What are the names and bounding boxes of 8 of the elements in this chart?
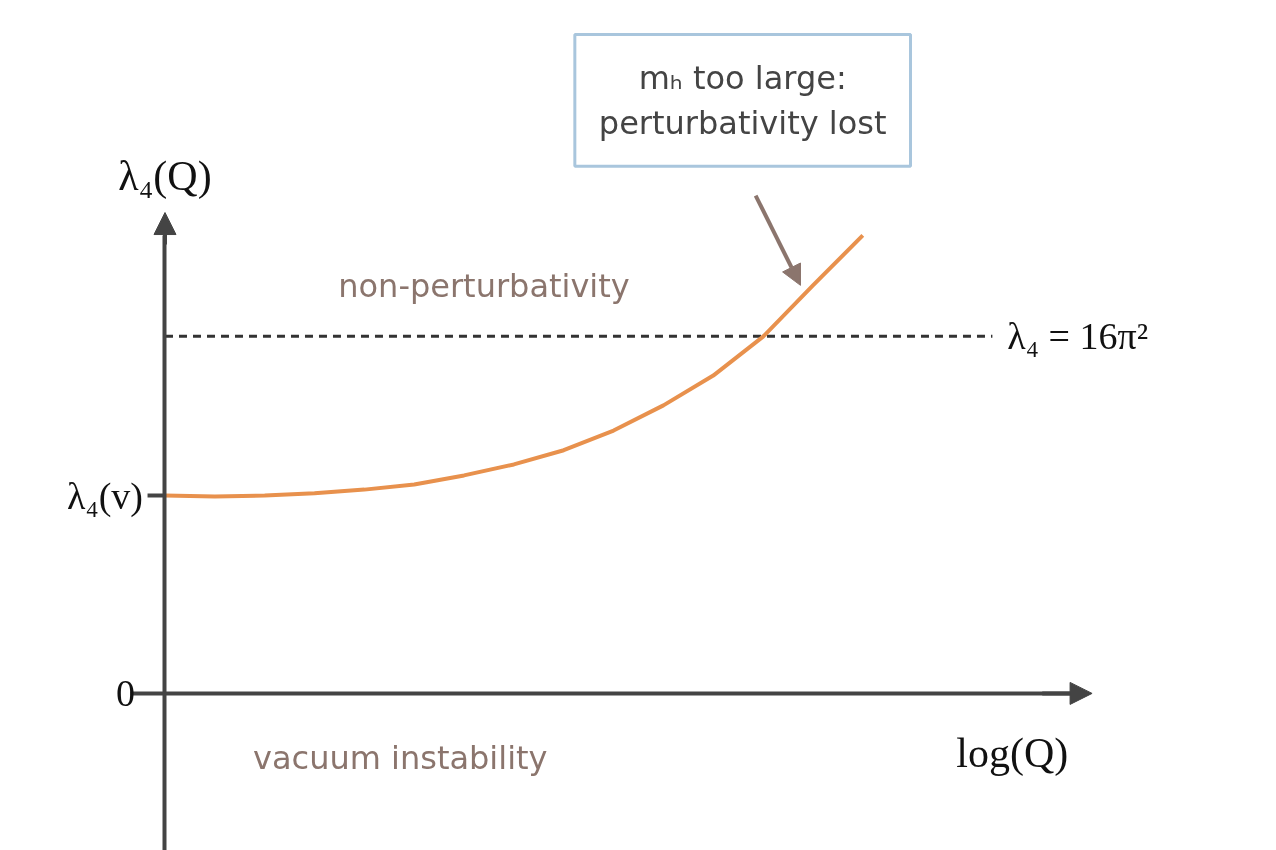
annotation: non-perturbativity bbox=[338, 266, 630, 305]
text: vacuum instability bbox=[252, 738, 548, 777]
text: mₕ too large: perturbativity lost bbox=[598, 58, 887, 143]
annotation: λ₄(v) bbox=[67, 474, 143, 518]
y-axis-title: λ₄(Q) bbox=[118, 152, 212, 200]
x-axis-title: log(Q) bbox=[956, 729, 1069, 777]
text: 0 bbox=[115, 671, 135, 714]
text: λ₄ = 16π² bbox=[1007, 315, 1149, 358]
